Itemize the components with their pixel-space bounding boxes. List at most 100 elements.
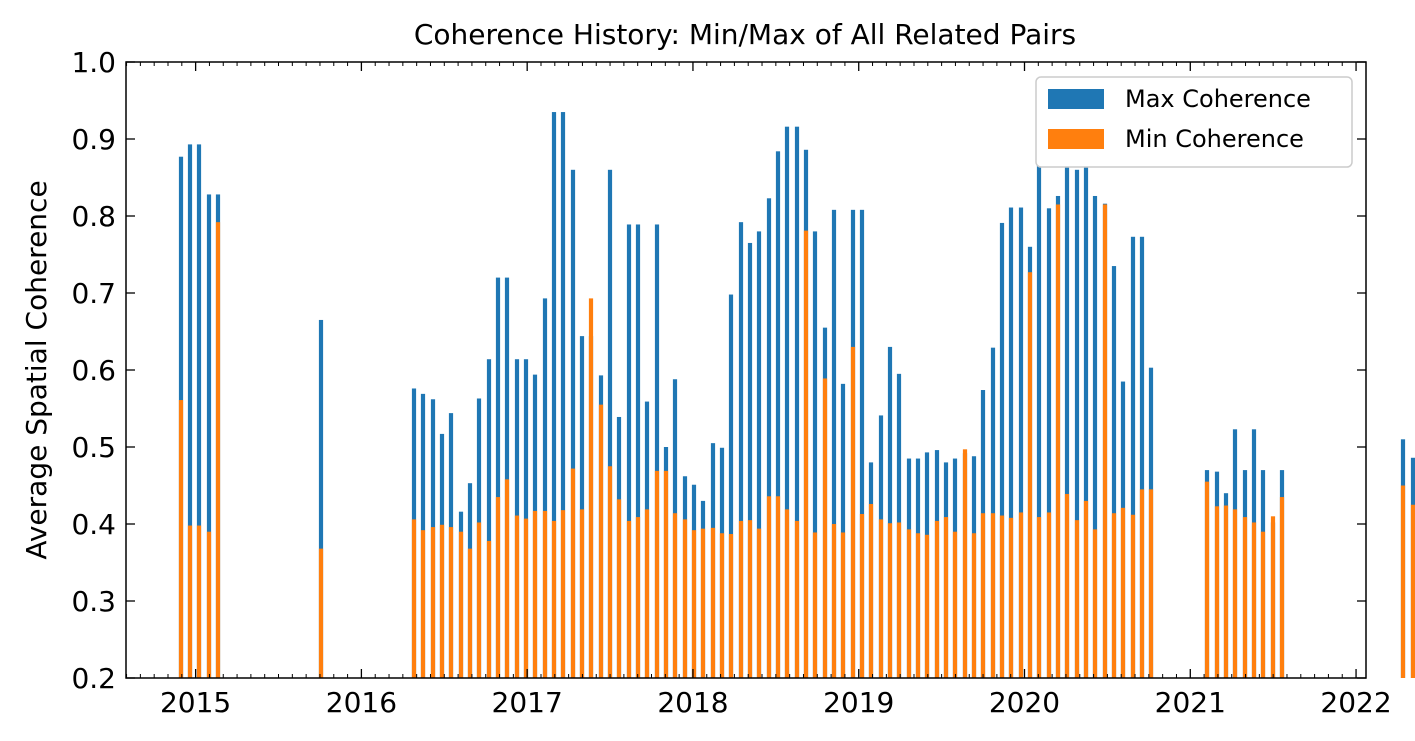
x-tick-label: 2022 xyxy=(1320,686,1391,719)
max-coherence-bar xyxy=(738,222,744,678)
max-coherence-bar xyxy=(756,231,762,678)
min-coherence-bar xyxy=(1242,517,1248,678)
min-coherence-bar xyxy=(803,230,809,678)
max-coherence-bar xyxy=(794,126,800,679)
min-coherence-bar xyxy=(598,404,604,678)
max-coherence-bar xyxy=(196,144,202,678)
max-coherence-bar xyxy=(831,209,837,678)
x-tick-label: 2018 xyxy=(657,686,728,719)
min-coherence-bar xyxy=(616,499,622,678)
max-coherence-bar xyxy=(766,198,772,679)
min-coherence-bar xyxy=(775,496,781,678)
min-coherence-bar xyxy=(644,509,650,678)
min-coherence-bar xyxy=(411,519,417,678)
max-coherence-bar xyxy=(1074,169,1080,679)
min-coherence-bar xyxy=(654,470,660,678)
min-coherence-bar xyxy=(728,534,734,678)
min-coherence-bar xyxy=(588,298,594,678)
min-coherence-bar xyxy=(635,517,641,678)
min-coherence-bar xyxy=(980,513,986,678)
min-coherence-bar xyxy=(1055,204,1061,678)
min-coherence-bar xyxy=(700,528,706,678)
min-coherence-bar xyxy=(626,520,632,678)
min-coherence-bar xyxy=(691,530,697,678)
min-coherence-bar xyxy=(794,520,800,678)
x-tick-label: 2020 xyxy=(989,686,1060,719)
min-coherence-bar xyxy=(542,510,548,678)
x-tick-label: 2019 xyxy=(823,686,894,719)
min-coherence-bar xyxy=(1027,272,1033,678)
min-coherence-bar xyxy=(859,513,865,678)
min-coherence-bar xyxy=(1046,512,1052,678)
min-coherence-bar xyxy=(1102,204,1108,678)
min-coherence-bar xyxy=(504,479,510,678)
min-coherence-bar xyxy=(1214,506,1220,678)
y-tick-label: 0.5 xyxy=(71,431,116,464)
min-coherence-bar xyxy=(1410,504,1415,678)
min-coherence-bar xyxy=(551,520,557,678)
max-coherence-bar xyxy=(1036,154,1042,678)
max-coherence-bar xyxy=(1139,236,1145,679)
min-coherence-bar xyxy=(868,503,874,678)
min-coherence-bar xyxy=(560,510,566,678)
max-coherence-bar xyxy=(1008,207,1014,678)
min-coherence-bar xyxy=(420,530,426,678)
min-coherence-bar xyxy=(1064,493,1070,678)
min-coherence-bar xyxy=(663,470,669,678)
max-coherence-bar xyxy=(812,231,818,678)
max-coherence-bar xyxy=(495,277,501,678)
min-coherence-bar xyxy=(476,522,482,678)
y-tick-label: 0.2 xyxy=(71,662,116,695)
min-coherence-bar xyxy=(607,466,613,678)
min-coherence-bar xyxy=(1251,522,1257,678)
min-coherence-bar xyxy=(215,222,221,678)
min-coherence-bar xyxy=(710,527,716,678)
min-coherence-bar xyxy=(747,520,753,678)
x-tick-label: 2016 xyxy=(326,686,397,719)
y-axis-label: Average Spatial Coherence xyxy=(20,180,53,559)
min-coherence-bar xyxy=(719,533,725,678)
min-coherence-bar xyxy=(682,519,688,678)
min-coherence-bar xyxy=(850,346,856,678)
max-coherence-bar xyxy=(728,294,734,678)
min-coherence-bar xyxy=(206,531,212,678)
max-coherence-bar xyxy=(504,277,510,678)
axes-layer: 0.2 0.3 0.4 0.5 0.6 0.7 0.8 0.9 1.0 2015 2016 2017 2… xyxy=(71,46,1391,719)
max-coherence-bar xyxy=(784,126,790,679)
min-coherence-bar xyxy=(1008,517,1014,678)
max-coherence-bar xyxy=(1046,208,1052,679)
max-coherence-bar xyxy=(1111,266,1117,678)
y-tick-label: 0.6 xyxy=(71,354,116,387)
x-tick-label: 2021 xyxy=(1155,686,1226,719)
min-coherence-bar xyxy=(924,534,930,678)
legend-label-min: Min Coherence xyxy=(1125,125,1304,153)
min-coherence-bar xyxy=(990,513,996,678)
max-coherence-bar xyxy=(1092,195,1098,679)
max-coherence-bar xyxy=(1083,126,1089,679)
min-coherence-bar xyxy=(962,449,968,678)
min-coherence-bar xyxy=(318,548,324,678)
max-coherence-bar xyxy=(542,298,548,678)
chart-title: Coherence History: Min/Max of All Relate… xyxy=(414,18,1076,51)
min-coherence-bar xyxy=(887,523,893,678)
max-coherence-bar xyxy=(859,209,865,678)
min-coherence-bar xyxy=(1148,489,1154,678)
min-coherence-bar xyxy=(1018,512,1024,678)
min-coherence-bar xyxy=(943,517,949,678)
min-coherence-bar xyxy=(486,540,492,678)
min-coherence-bar xyxy=(514,515,520,678)
max-coherence-bar xyxy=(635,224,641,678)
min-coherence-bar xyxy=(672,513,678,678)
min-coherence-bar xyxy=(1400,485,1406,678)
min-coherence-bar xyxy=(532,510,538,678)
y-tick-label: 0.8 xyxy=(71,200,116,233)
min-coherence-bar xyxy=(999,515,1005,678)
min-coherence-bar xyxy=(1279,497,1285,678)
min-coherence-bar xyxy=(1204,481,1210,678)
max-coherence-bar xyxy=(318,319,324,678)
max-coherence-bar xyxy=(206,194,212,678)
min-coherence-bar xyxy=(840,532,846,678)
min-coherence-bar xyxy=(1036,517,1042,678)
min-coherence-bar xyxy=(915,533,921,678)
max-coherence-bar xyxy=(187,144,193,678)
